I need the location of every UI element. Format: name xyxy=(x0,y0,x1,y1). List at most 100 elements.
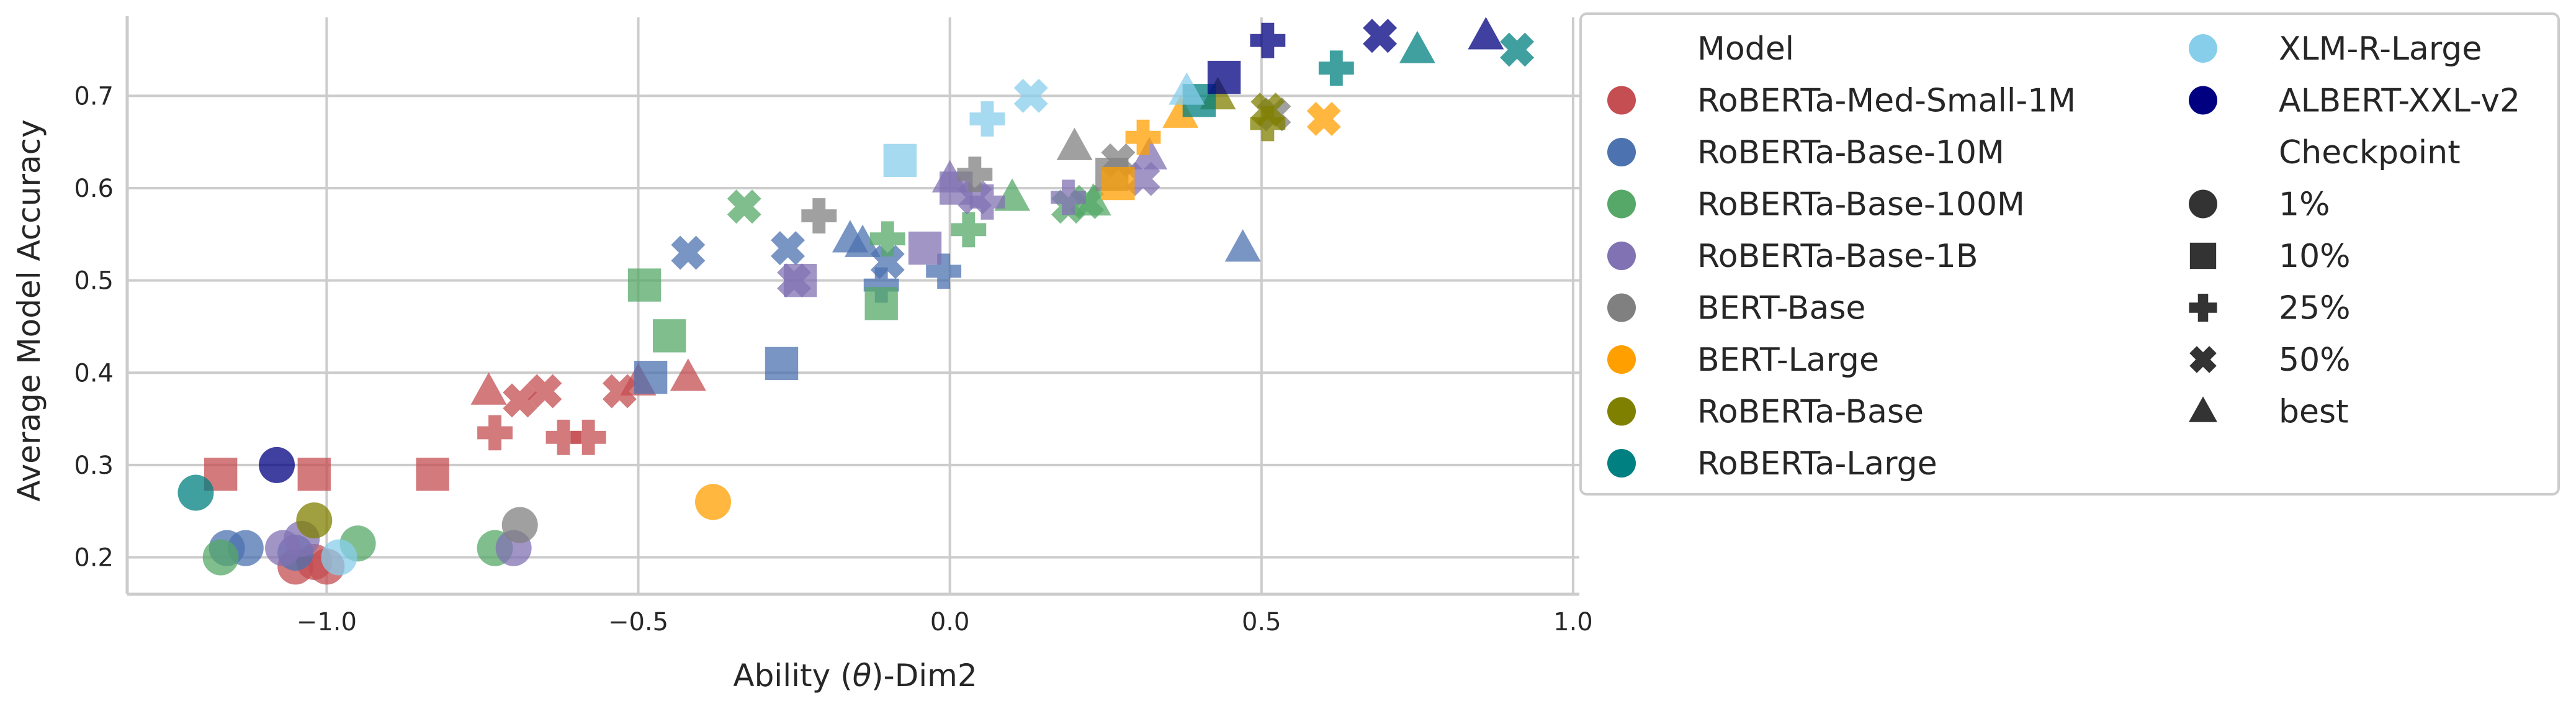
data-point xyxy=(670,358,706,391)
legend-checkpoint-label: 25% xyxy=(2279,290,2351,327)
data-point xyxy=(416,458,449,491)
x-axis-label: Ability (θ)-Dim2 xyxy=(733,658,977,694)
data-point xyxy=(765,346,799,381)
data-points xyxy=(177,17,1535,585)
legend-model-label: BERT-Base xyxy=(1697,290,1865,327)
data-point xyxy=(931,160,968,192)
legend-checkpoint-label: 50% xyxy=(2279,342,2351,379)
plot-area xyxy=(125,16,1579,596)
legend-checkpoint-marker xyxy=(2189,189,2217,219)
legend-items: Model RoBERTa-Med-Small-1M RoBERTa-Base-10… xyxy=(1607,30,2520,482)
data-point xyxy=(570,419,606,455)
x-axis-label-suffix: )-Dim2 xyxy=(871,658,977,694)
legend-model-marker xyxy=(1607,138,1636,166)
legend-title-model: Model xyxy=(1697,30,1794,68)
data-point xyxy=(1250,22,1286,58)
legend-checkpoint-marker xyxy=(2189,293,2217,322)
data-point xyxy=(501,507,538,543)
legend-model-label: XLM-R-Large xyxy=(2279,30,2482,68)
data-point xyxy=(545,419,581,455)
data-point xyxy=(1075,183,1111,216)
data-point xyxy=(1500,32,1535,67)
y-tick-label: 0.6 xyxy=(74,174,114,203)
legend-model-marker xyxy=(1607,86,1636,115)
data-point xyxy=(259,446,295,483)
data-point xyxy=(634,361,668,394)
x-axis-label-prefix: Ability ( xyxy=(733,658,852,694)
legend-model-marker xyxy=(2189,34,2217,63)
y-tick-label: 0.5 xyxy=(74,267,114,296)
data-point xyxy=(695,484,732,520)
legend-model-marker xyxy=(2189,86,2217,115)
legend-model-label: RoBERTa-Base-10M xyxy=(1697,134,2004,171)
legend: Model RoBERTa-Med-Small-1M RoBERTa-Base-10… xyxy=(1579,12,2560,496)
legend-checkpoint-label: 1% xyxy=(2279,186,2330,224)
data-point xyxy=(926,253,962,289)
data-point xyxy=(845,224,881,257)
data-point xyxy=(1162,95,1199,128)
y-tick-label: 0.2 xyxy=(74,544,114,573)
data-point xyxy=(527,374,562,409)
x-tick-label: −1.0 xyxy=(297,608,357,636)
data-point xyxy=(671,235,706,270)
legend-title-checkpoint: Checkpoint xyxy=(2279,134,2461,171)
data-point xyxy=(1125,119,1161,155)
data-point xyxy=(1363,19,1398,53)
legend-model-marker xyxy=(1607,189,1636,219)
legend-model-label: RoBERTa-Base-100M xyxy=(1697,186,2025,224)
data-point xyxy=(883,143,917,178)
y-tick-label: 0.3 xyxy=(74,451,114,480)
data-point xyxy=(951,212,987,248)
legend-model-marker xyxy=(1607,242,1636,270)
x-axis-label-theta: θ xyxy=(853,658,872,694)
data-point xyxy=(864,287,898,320)
legend-model-marker xyxy=(1607,293,1636,322)
data-point xyxy=(1102,166,1135,201)
legend-model-marker xyxy=(1607,449,1636,478)
data-point xyxy=(863,267,899,303)
x-tick-label: 0.0 xyxy=(930,608,970,636)
data-point xyxy=(727,189,761,224)
data-point xyxy=(503,383,537,418)
x-tick-label: 1.0 xyxy=(1553,608,1593,636)
legend-checkpoint-label: 10% xyxy=(2279,238,2351,275)
data-point xyxy=(870,245,905,279)
legend-model-marker xyxy=(1607,345,1636,374)
data-point xyxy=(1250,106,1286,142)
legend-model-label: RoBERTa-Large xyxy=(1697,445,1937,482)
data-point xyxy=(627,268,662,302)
data-point xyxy=(653,319,686,353)
legend-model-marker xyxy=(1607,397,1636,426)
data-point xyxy=(1468,17,1504,50)
data-point xyxy=(177,474,214,511)
data-point xyxy=(1013,78,1048,113)
data-point xyxy=(1224,229,1261,262)
data-point xyxy=(1250,93,1285,127)
legend-checkpoint-marker xyxy=(2189,396,2217,422)
data-point xyxy=(202,539,239,576)
legend-model-label: RoBERTa-Base xyxy=(1697,394,1924,431)
data-point xyxy=(957,156,993,192)
legend-checkpoint-marker xyxy=(2189,242,2217,269)
data-point xyxy=(470,372,507,405)
x-tick-label: −0.5 xyxy=(608,608,668,636)
y-tick-labels: 0.2 0.3 0.4 0.5 0.6 0.7 xyxy=(74,82,114,572)
data-point xyxy=(801,198,837,233)
y-tick-label: 0.7 xyxy=(74,82,114,111)
legend-frame xyxy=(1579,12,2560,496)
data-point xyxy=(771,231,806,266)
data-point xyxy=(1169,72,1205,105)
data-point xyxy=(1399,30,1435,63)
x-tick-labels: −1.0 −0.5 0.0 0.5 1.0 xyxy=(297,608,1593,636)
data-point xyxy=(908,231,942,265)
data-point xyxy=(321,539,357,576)
y-gridlines xyxy=(127,94,1579,559)
data-point xyxy=(1051,179,1086,215)
data-point xyxy=(1318,50,1354,86)
data-point xyxy=(1207,60,1241,94)
data-point xyxy=(869,221,905,257)
data-point xyxy=(297,458,331,491)
x-tick-label: 0.5 xyxy=(1242,608,1281,636)
data-point xyxy=(969,101,1005,137)
